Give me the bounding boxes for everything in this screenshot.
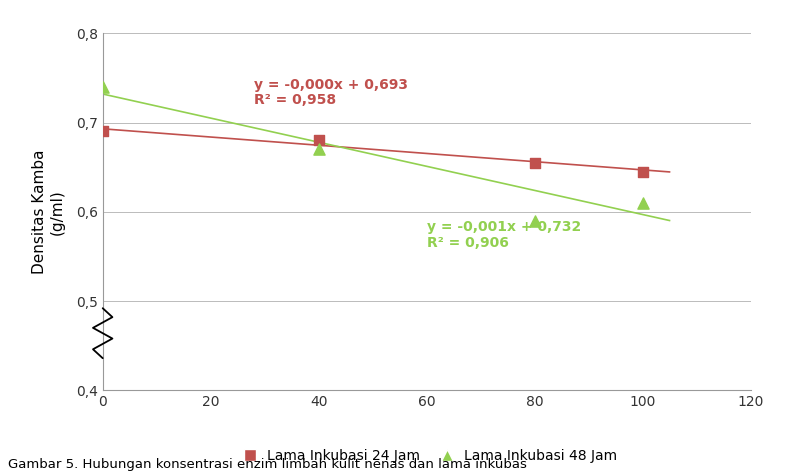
Point xyxy=(96,83,109,90)
Point xyxy=(529,159,541,167)
Point xyxy=(312,146,325,153)
Text: Gambar 5. Hubungan konsentrasi enzim limbah kulit nenas dan lama inkubas: Gambar 5. Hubungan konsentrasi enzim lim… xyxy=(8,458,527,471)
Point xyxy=(636,168,649,176)
Point xyxy=(96,128,109,135)
Point xyxy=(529,217,541,225)
Text: y = -0,001x + 0,732: y = -0,001x + 0,732 xyxy=(427,220,581,235)
Text: y = -0,000x + 0,693: y = -0,000x + 0,693 xyxy=(254,78,408,92)
Legend: Lama Inkubasi 24 Jam, Lama Inkubasi 48 Jam: Lama Inkubasi 24 Jam, Lama Inkubasi 48 J… xyxy=(231,444,623,469)
Point xyxy=(312,137,325,144)
Y-axis label: Densitas Kamba
(g/ml): Densitas Kamba (g/ml) xyxy=(32,149,65,274)
Text: R² = 0,906: R² = 0,906 xyxy=(427,236,509,249)
Point xyxy=(636,199,649,207)
Text: R² = 0,958: R² = 0,958 xyxy=(254,93,336,107)
